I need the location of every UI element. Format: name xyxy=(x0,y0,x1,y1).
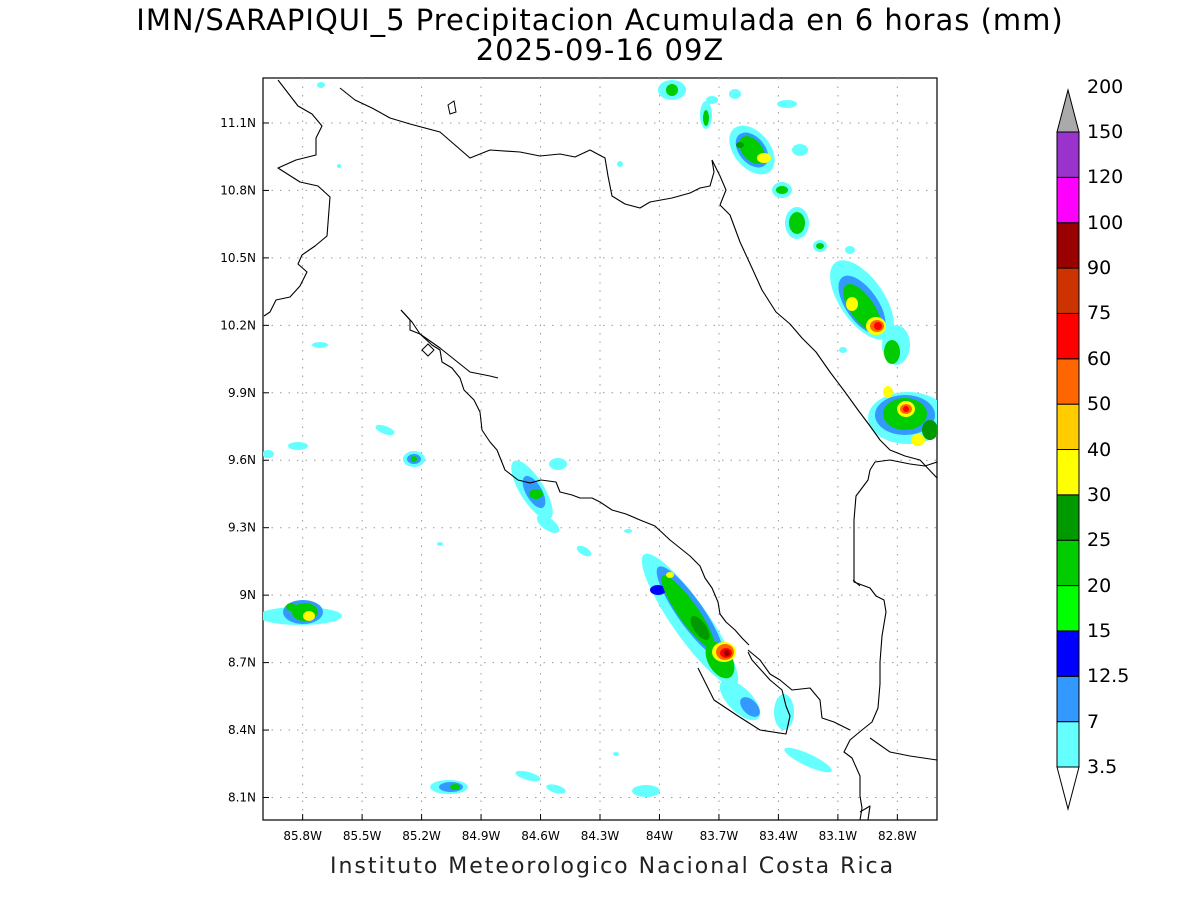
map-title: IMN/SARAPIQUI_5 Precipitacion Acumulada … xyxy=(136,3,1064,37)
lon-tick-label: 83.4W xyxy=(759,829,798,843)
colorbar-max-triangle xyxy=(1056,88,1080,133)
lon-tick-label: 84.9W xyxy=(462,829,501,843)
lon-tick-label: 84.3W xyxy=(581,829,620,843)
lat-tick-label: 10.8N xyxy=(220,183,256,197)
rain-band xyxy=(511,458,632,557)
colorbar-segment xyxy=(1056,312,1080,360)
colorbar-segment xyxy=(1056,494,1080,541)
colorbar-segment xyxy=(1056,176,1080,224)
island-outline xyxy=(447,100,457,115)
lat-tick-label: 9.6N xyxy=(228,453,256,467)
colorbar-label: 12.5 xyxy=(1087,665,1130,688)
lon-tick-label: 85.5W xyxy=(343,829,382,843)
precipitation-field xyxy=(263,80,937,797)
colorbar-label: 40 xyxy=(1087,438,1112,461)
colorbar-segment xyxy=(1056,267,1080,314)
rain-band xyxy=(641,553,832,773)
credit-text: Instituto Meteorologico Nacional Costa R… xyxy=(330,854,896,879)
colorbar-label: 30 xyxy=(1087,483,1112,506)
colorbar-segment xyxy=(1056,675,1080,723)
rain-cell xyxy=(263,600,342,625)
colorbar-segment xyxy=(1056,721,1080,768)
colorbar-min-triangle xyxy=(1056,766,1080,811)
lat-tick-label: 8.1N xyxy=(228,791,256,805)
colorbar-label: 100 xyxy=(1087,211,1124,234)
lon-tick-label: 84.6W xyxy=(521,829,560,843)
lon-tick-label: 84W xyxy=(646,829,673,843)
colorbar-segment xyxy=(1056,585,1080,632)
colorbar-segment xyxy=(1056,222,1080,269)
map-subtitle-time: 2025-09-16 09Z xyxy=(475,33,725,67)
lon-tick-label: 85.2W xyxy=(402,829,441,843)
lat-tick-label: 8.4N xyxy=(228,723,256,737)
colorbar-segment xyxy=(1056,630,1080,677)
lon-tick-label: 83.1W xyxy=(819,829,858,843)
map-frame xyxy=(262,77,938,821)
colorbar-label: 3.5 xyxy=(1087,756,1118,778)
axis-tick-labels: 85.8W 85.5W 85.2W 84.9W 84.6W 84.3W 84W 83.7W 83… xyxy=(220,116,916,843)
lat-tick-label: 11.1N xyxy=(220,116,256,130)
island-outline xyxy=(421,343,435,357)
colorbar-label: 200 xyxy=(1087,75,1124,98)
colorbar-label: 7 xyxy=(1087,710,1100,733)
lat-lon-grid xyxy=(263,78,937,820)
rain-band xyxy=(658,80,937,446)
lon-tick-label: 83.7W xyxy=(700,829,739,843)
coastline-outline xyxy=(263,79,937,820)
precipitation-colorbar xyxy=(1056,88,1080,811)
lat-tick-label: 10.2N xyxy=(220,318,256,332)
lat-tick-label: 10.5N xyxy=(220,251,256,265)
lat-tick-label: 9.9N xyxy=(228,386,256,400)
colorbar-label: 50 xyxy=(1087,393,1112,416)
colorbar-label: 60 xyxy=(1087,347,1112,370)
lat-tick-label: 8.7N xyxy=(228,656,256,670)
colorbar-label: 120 xyxy=(1087,166,1124,189)
colorbar-label: 20 xyxy=(1087,574,1112,597)
colorbar-label: 15 xyxy=(1087,619,1112,642)
colorbar-segment xyxy=(1056,403,1080,450)
lat-tick-label: 9N xyxy=(239,588,256,602)
lon-tick-label: 85.8W xyxy=(283,829,322,843)
rain-cell xyxy=(430,780,468,794)
lon-tick-label: 82.8W xyxy=(878,829,917,843)
colorbar-segment xyxy=(1056,358,1080,405)
colorbar-segment xyxy=(1056,449,1080,496)
colorbar-segment xyxy=(1056,131,1080,178)
colorbar-label: 75 xyxy=(1087,302,1112,325)
rain-cell xyxy=(403,451,425,467)
lat-tick-label: 9.3N xyxy=(228,521,256,535)
colorbar-label: 90 xyxy=(1087,257,1112,280)
colorbar-label: 150 xyxy=(1087,121,1124,143)
colorbar-segment xyxy=(1056,539,1080,587)
colorbar-label: 25 xyxy=(1087,529,1112,552)
